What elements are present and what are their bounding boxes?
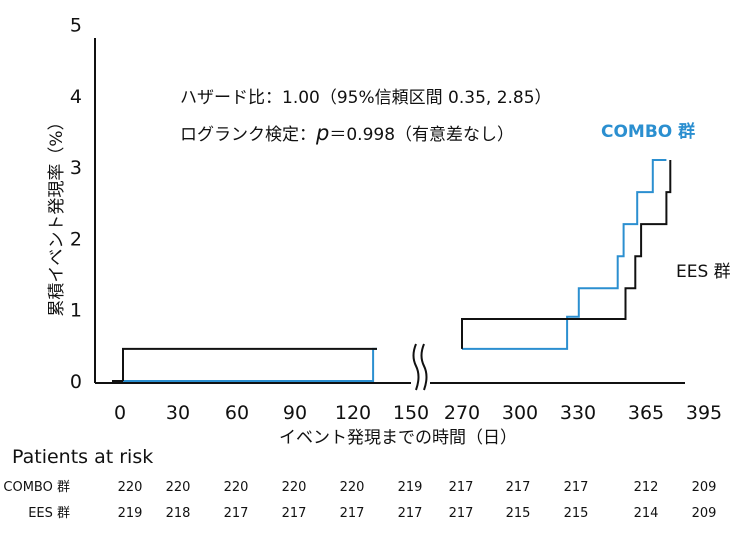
at-risk-cell: 217: [282, 506, 307, 521]
x-tick-label: 150: [393, 402, 429, 424]
logrank-p-symbol: p: [315, 121, 329, 145]
at-risk-cell: 217: [506, 480, 531, 495]
x-tick-label: 60: [225, 402, 249, 424]
at-risk-cell: 217: [398, 506, 423, 521]
x-tick-label: 270: [444, 402, 480, 424]
at-risk-cell: 215: [506, 506, 531, 521]
y-tick-label: 5: [70, 15, 82, 37]
at-risk-row-label: EES 群: [28, 506, 70, 521]
at-risk-cell: 220: [224, 480, 249, 495]
at-risk-cell: 212: [634, 480, 659, 495]
series-ees-line-pre-break: [122, 347, 377, 381]
x-tick-label: 0: [114, 402, 126, 424]
x-tick-label: 90: [283, 402, 307, 424]
x-tick-label: 330: [560, 402, 596, 424]
y-tick-label: 0: [70, 371, 82, 393]
at-risk-cell: 217: [449, 506, 474, 521]
logrank-rest: ＝0.998（有意差なし）: [329, 125, 514, 145]
at-risk-cell: 218: [166, 506, 191, 521]
at-risk-cell: 220: [118, 480, 143, 495]
x-tick-label: 30: [166, 402, 190, 424]
at-risk-cell: 219: [118, 506, 143, 521]
at-risk-cell: 217: [224, 506, 249, 521]
at-risk-header: Patients at risk: [12, 446, 153, 468]
at-risk-cell: 217: [564, 480, 589, 495]
legend-ees-label: EES 群: [676, 262, 731, 282]
x-tick-label: 395: [686, 402, 722, 424]
y-axis-label: 累積イベント発現率（%）: [47, 113, 67, 316]
series-combo-line-pre-break: [113, 347, 377, 382]
at-risk-cell: 220: [166, 480, 191, 495]
at-risk-cell: 220: [282, 480, 307, 495]
y-tick-label: 4: [70, 86, 82, 108]
at-risk-cell: 214: [634, 506, 659, 521]
y-tick-label: 1: [70, 300, 82, 322]
x-axis-label: イベント発現までの時間（日）: [279, 428, 517, 448]
at-risk-cell: 209: [692, 480, 717, 495]
y-tick-label: 2: [70, 228, 82, 250]
x-tick-label: 300: [502, 402, 538, 424]
axis-break-right: [420, 343, 428, 391]
logrank-text: ログランク検定：p＝0.998（有意差なし）: [180, 121, 514, 145]
y-tick-label: 3: [70, 157, 82, 179]
at-risk-row-label: COMBO 群: [3, 480, 70, 495]
series-combo-line-post-break: [462, 159, 667, 350]
logrank-prefix: ログランク検定：: [180, 125, 316, 145]
at-risk-cell: 217: [449, 480, 474, 495]
legend-combo-label: COMBO 群: [601, 121, 695, 142]
at-risk-cell: 217: [340, 506, 365, 521]
axis-break-left: [412, 343, 420, 391]
x-tick-label: 365: [628, 402, 664, 424]
x-tick-label: 120: [335, 402, 371, 424]
at-risk-cell: 220: [340, 480, 365, 495]
series-ees-line-post-break: [461, 160, 672, 349]
at-risk-cell: 215: [564, 506, 589, 521]
at-risk-cell: 209: [692, 506, 717, 521]
at-risk-cell: 219: [398, 480, 423, 495]
hazard-ratio-text: ハザード比：1.00（95%信頼区間 0.35, 2.85）: [180, 88, 552, 108]
